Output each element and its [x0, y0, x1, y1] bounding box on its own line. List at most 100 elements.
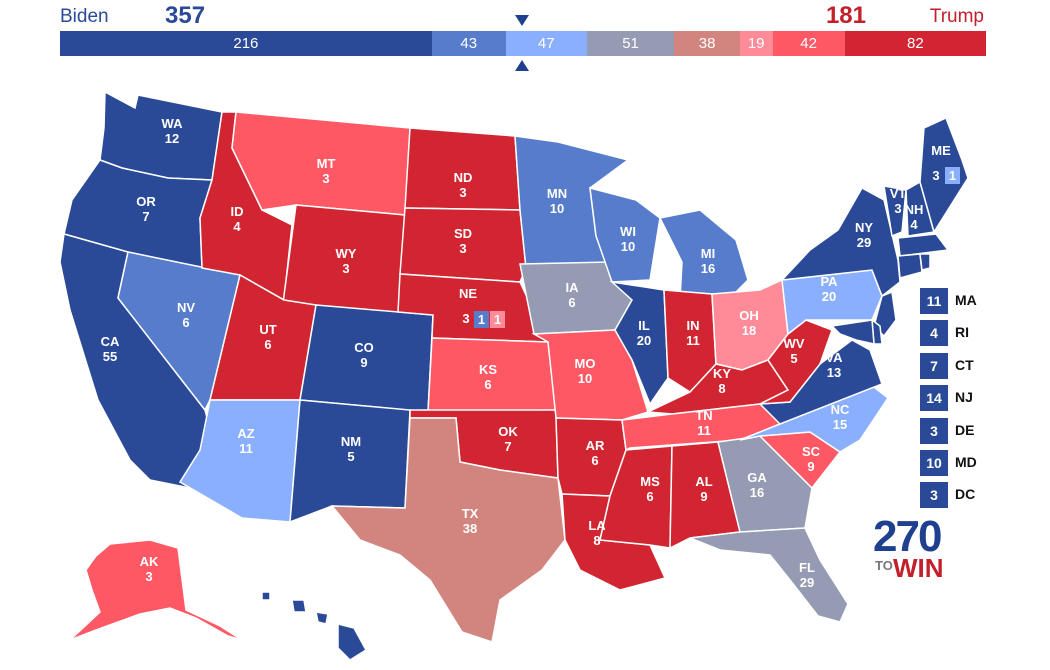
rep-candidate-name: Trump [929, 6, 984, 27]
state-HI[interactable] [261, 591, 367, 661]
legend-row-ma[interactable]: 11 MA [920, 288, 1010, 314]
state-ev-TN: 11 [697, 423, 711, 438]
legend-state-name: DC [955, 486, 976, 503]
270-marker-top [515, 15, 529, 26]
state-ev-MT: 3 [322, 171, 329, 186]
state-ev-UT: 6 [264, 337, 271, 352]
state-MI[interactable] [658, 209, 749, 301]
state-ev-CA: 55 [103, 349, 117, 364]
state-ev-OH: 18 [742, 323, 756, 338]
ne-cd1-box[interactable] [474, 311, 489, 328]
state-ev-NM: 5 [347, 449, 354, 464]
state-ev-NC: 15 [833, 417, 847, 432]
state-ev-CO: 9 [360, 355, 367, 370]
state-abbr-FL: FL [799, 560, 815, 575]
state-labels: WA12OR7CA55NV6ID4MT3WY3UT6AZ11CO9NM5ND3S… [101, 116, 951, 660]
state-ev-VA: 13 [827, 365, 841, 380]
state-abbr-NC: NC [831, 402, 850, 417]
legend-row-nj[interactable]: 14 NJ [920, 385, 1010, 412]
legend-ev-box[interactable]: 11 [920, 288, 948, 314]
ne-cd1-label: 1 [478, 312, 485, 327]
ne-cd2-box[interactable] [490, 311, 505, 328]
state-ev-NH: 4 [910, 217, 918, 232]
state-abbr-AZ: AZ [237, 426, 254, 441]
state-abbr-IA: IA [566, 280, 580, 295]
state-ev-OR: 7 [142, 209, 149, 224]
legend-row-ct[interactable]: 7 CT [920, 352, 1010, 379]
state-abbr-KS: KS [479, 362, 497, 377]
state-ev-NY: 29 [857, 235, 871, 250]
state-ev-ND: 3 [459, 185, 466, 200]
legend-state-name: MD [955, 454, 977, 470]
ev-segment: 216 [60, 31, 432, 56]
ev-segment: 19 [739, 31, 773, 56]
state-ev-TX: 38 [463, 521, 477, 536]
state-abbr-PA: PA [820, 274, 838, 289]
state-ev-GA: 16 [750, 485, 764, 500]
state-abbr-WA: WA [162, 116, 184, 131]
state-ME[interactable] [919, 116, 969, 234]
ev-segment: 43 [431, 31, 506, 56]
state-ev-SC: 9 [807, 459, 814, 474]
state-ev-MO: 10 [578, 371, 592, 386]
state-ev-SD: 3 [459, 241, 466, 256]
state-MD[interactable] [830, 319, 875, 345]
state-abbr-IN: IN [687, 318, 700, 333]
legend-state-name: DE [955, 421, 975, 438]
legend-row-ri[interactable]: 4 RI [920, 320, 1010, 347]
rep-ev-total: 181 [825, 2, 866, 29]
legend-ev-box[interactable]: 10 [920, 450, 948, 476]
legend-row-dc[interactable]: 3 DC [920, 482, 1010, 509]
state-abbr-CA: CA [101, 334, 120, 349]
dem-ev-total: 357 [165, 2, 206, 29]
state-ev-NE: 3 [462, 311, 469, 326]
legend-ev-box[interactable]: 4 [920, 320, 948, 347]
state-abbr-GA: GA [747, 470, 767, 485]
state-WI[interactable] [589, 186, 661, 283]
state-ev-HI: 4 [317, 645, 325, 660]
state-ev-AK: 3 [145, 569, 152, 584]
state-RI[interactable] [919, 253, 931, 271]
state-FL[interactable] [689, 527, 849, 623]
state-CT[interactable] [897, 253, 923, 279]
state-ev-MS: 6 [646, 489, 653, 504]
ev-segment: 42 [772, 31, 845, 56]
state-abbr-MS: MS [640, 474, 660, 489]
state-abbr-OH: OH [739, 308, 759, 323]
state-abbr-VA: VA [825, 350, 843, 365]
legend-state-name: RI [955, 324, 969, 341]
state-abbr-TN: TN [695, 408, 712, 423]
ev-segment: 82 [844, 31, 986, 56]
legend-row-md[interactable]: 10 MD [920, 450, 1010, 476]
state-abbr-UT: UT [259, 322, 276, 337]
270towin-logo: 270 TO WIN [873, 515, 953, 585]
state-abbr-AL: AL [695, 474, 712, 489]
state-abbr-AK: AK [140, 554, 159, 569]
state-ev-PA: 20 [822, 289, 836, 304]
state-ev-NV: 6 [182, 315, 189, 330]
legend-ev-box[interactable]: 14 [920, 385, 948, 412]
me-cd2-box[interactable] [945, 167, 960, 184]
logo-to: TO [875, 558, 893, 573]
state-TX[interactable] [330, 417, 566, 643]
270-marker-bottom [515, 60, 529, 71]
state-abbr-WY: WY [336, 246, 357, 261]
legend-ev-box[interactable]: 3 [920, 417, 948, 444]
state-abbr-OK: OK [498, 424, 518, 439]
state-abbr-TX: TX [462, 506, 479, 521]
state-ev-OK: 7 [504, 439, 511, 454]
state-abbr-SD: SD [454, 226, 472, 241]
state-abbr-NE: NE [459, 286, 477, 301]
state-abbr-NV: NV [177, 300, 195, 315]
legend-row-de[interactable]: 3 DE [920, 417, 1010, 444]
legend-ev-box[interactable]: 7 [920, 352, 948, 379]
legend-ev-box[interactable]: 3 [920, 482, 948, 509]
state-abbr-KY: KY [713, 366, 731, 381]
state-AK[interactable] [69, 539, 243, 641]
legend-state-name: NJ [955, 389, 973, 406]
state-ev-MN: 10 [550, 201, 564, 216]
state-VT[interactable] [883, 185, 907, 238]
state-ev-WI: 10 [621, 239, 635, 254]
state-MA[interactable] [897, 233, 950, 257]
ev-segment: 47 [505, 31, 587, 56]
